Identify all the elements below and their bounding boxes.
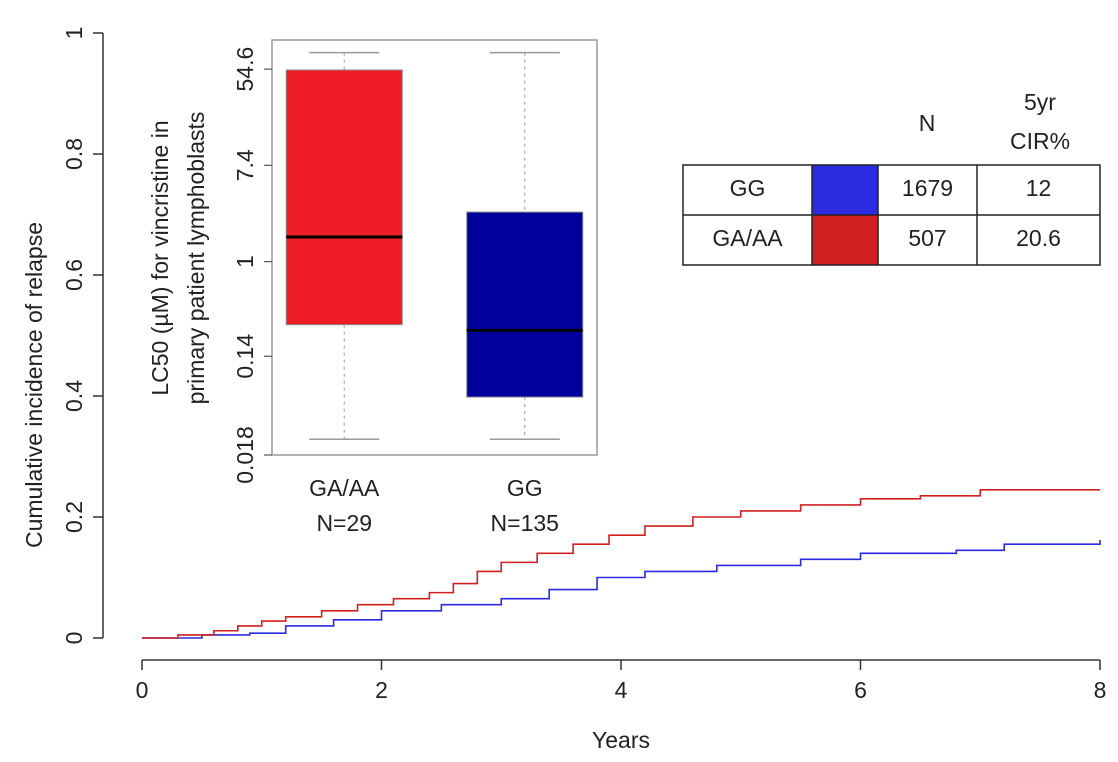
x-tick-label: GA/AA — [309, 475, 380, 501]
x-tick-label: 4 — [615, 677, 628, 703]
table-header: CIR% — [1010, 128, 1070, 154]
step-line — [142, 539, 1101, 639]
x-tick-label: 6 — [854, 677, 867, 703]
box — [466, 211, 584, 398]
table-cell: 507 — [908, 225, 946, 251]
y-tick-label: 7.4 — [232, 149, 258, 181]
n-label: N=29 — [316, 510, 372, 536]
step-line — [142, 488, 1100, 639]
y-axis-label: LC50 (µM) for vincristine in — [147, 120, 173, 395]
y-tick-label: 0.6 — [61, 259, 87, 291]
x-tick-label: GG — [507, 475, 543, 501]
y-tick-label: 54.6 — [232, 47, 258, 92]
x-axis-label: Years — [592, 727, 650, 753]
y-tick-label: 0.14 — [232, 334, 258, 379]
legend-swatch — [812, 165, 878, 215]
x-tick-label: 0 — [136, 677, 149, 703]
table-cell: 20.6 — [1016, 225, 1061, 251]
x-tick-label: 2 — [375, 677, 388, 703]
legend-label: GA/AA — [712, 225, 783, 251]
y-tick-label: 0.2 — [61, 501, 87, 533]
y-tick-label: 1 — [61, 27, 87, 40]
n-label: N=135 — [491, 510, 559, 536]
y-tick-label: 1 — [232, 255, 258, 268]
table-header: 5yr — [1024, 89, 1056, 115]
y-axis-label: primary patient lymphoblasts — [183, 112, 209, 405]
x-tick-label: 8 — [1094, 677, 1107, 703]
y-tick-label: 0.018 — [232, 426, 258, 484]
y-tick-label: 0.4 — [61, 380, 87, 412]
legend-label: GG — [730, 175, 766, 201]
box — [285, 69, 403, 326]
y-tick-label: 0 — [61, 632, 87, 645]
table-cell: 1679 — [902, 175, 953, 201]
table-header: N — [919, 110, 936, 136]
y-tick-label: 0.8 — [61, 138, 87, 170]
y-axis-label: Cumulative incidence of relapse — [21, 222, 47, 548]
table-cell: 12 — [1026, 175, 1052, 201]
legend-swatch — [812, 215, 878, 265]
